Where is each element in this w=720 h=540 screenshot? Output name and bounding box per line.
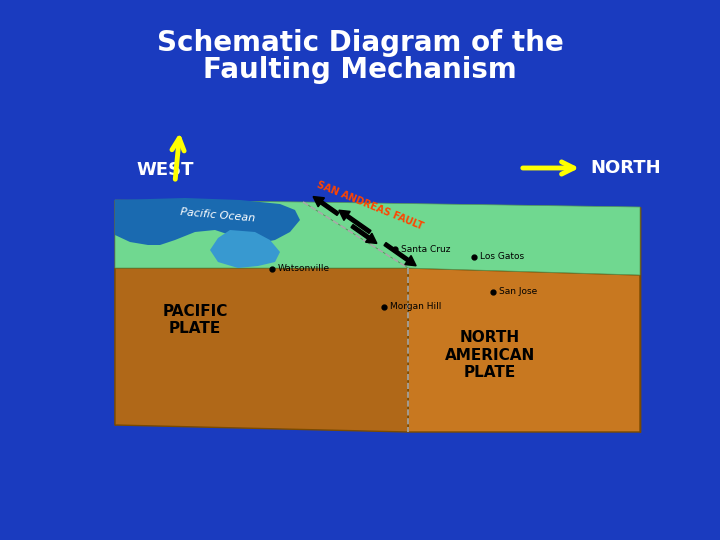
FancyArrow shape [339,210,371,233]
FancyArrow shape [351,225,377,244]
Text: NORTH: NORTH [590,159,661,177]
Text: Schematic Diagram of the: Schematic Diagram of the [157,29,563,57]
Text: San Jose: San Jose [499,287,537,296]
Text: Watsonville: Watsonville [278,265,330,273]
FancyArrow shape [384,242,416,266]
Text: NORTH
AMERICAN
PLATE: NORTH AMERICAN PLATE [445,330,535,380]
FancyArrow shape [313,197,339,215]
Polygon shape [303,202,640,275]
Text: WEST: WEST [136,161,194,179]
Polygon shape [210,230,280,268]
Polygon shape [115,200,408,268]
Polygon shape [115,268,408,432]
Text: PACIFIC
PLATE: PACIFIC PLATE [162,304,228,336]
Text: Pacific Ocean: Pacific Ocean [180,207,256,223]
Text: Los Gatos: Los Gatos [480,252,524,261]
Text: SAN ANDREAS FAULT: SAN ANDREAS FAULT [315,180,425,232]
Polygon shape [115,198,300,245]
Polygon shape [408,268,640,432]
Text: Santa Cruz: Santa Cruz [400,245,450,254]
Text: Morgan Hill: Morgan Hill [390,302,441,311]
Text: Faulting Mechanism: Faulting Mechanism [203,56,517,84]
